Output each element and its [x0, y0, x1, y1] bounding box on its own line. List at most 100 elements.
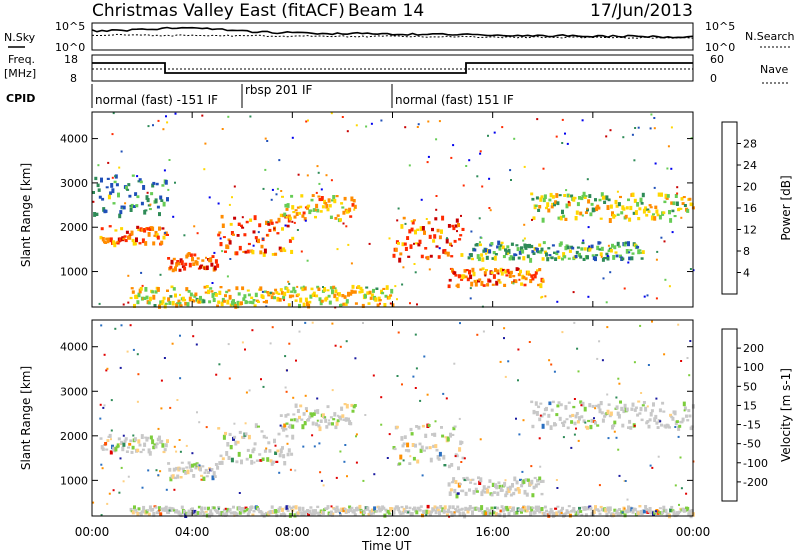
data-cell — [219, 242, 223, 247]
data-cell — [301, 506, 305, 512]
data-cell — [214, 293, 218, 297]
data-cell — [576, 202, 580, 207]
sparse-cell — [538, 437, 541, 440]
data-cell — [333, 507, 337, 511]
y-tick-label: 3000 — [60, 385, 88, 398]
data-cell — [232, 299, 235, 304]
data-cell — [598, 408, 602, 414]
data-cell — [93, 212, 97, 217]
data-cell — [172, 257, 176, 261]
sparse-cell — [157, 119, 160, 122]
data-cell — [517, 489, 521, 494]
sparse-cell — [359, 511, 362, 514]
sparse-cell — [493, 131, 496, 134]
sparse-cell — [112, 489, 115, 492]
data-cell — [187, 290, 191, 293]
data-cell — [402, 442, 406, 446]
data-cell — [217, 300, 221, 304]
data-cell — [537, 483, 541, 486]
sparse-cell — [401, 383, 403, 386]
data-cell — [335, 195, 339, 198]
data-cell — [545, 252, 548, 257]
data-cell — [420, 254, 424, 259]
data-cell — [690, 425, 694, 428]
data-cell — [542, 511, 546, 516]
data-cell — [304, 297, 308, 302]
data-cell — [482, 249, 486, 253]
data-cell — [509, 255, 513, 260]
data-cell — [444, 436, 448, 439]
data-cell — [601, 257, 605, 262]
sparse-cell — [628, 251, 631, 254]
colorbar-tick-label: 12 — [743, 224, 757, 237]
data-cell — [372, 288, 375, 293]
data-cell — [606, 255, 610, 261]
data-cell — [260, 430, 264, 433]
sparse-cell — [446, 237, 448, 240]
y-tick-label: 4000 — [60, 133, 88, 146]
data-cell — [282, 295, 286, 300]
sparse-cell — [513, 137, 516, 140]
data-cell — [559, 241, 563, 246]
sparse-cell — [573, 398, 576, 400]
sparse-cell — [649, 464, 652, 467]
sparse-cell — [119, 366, 122, 369]
data-cell — [451, 224, 455, 228]
data-cell — [243, 510, 247, 513]
data-cell — [122, 442, 126, 447]
sparse-cell — [435, 138, 438, 141]
data-cell — [493, 506, 497, 509]
data-cell — [375, 510, 379, 513]
data-cell — [251, 513, 255, 516]
sparse-cell — [460, 461, 463, 463]
data-cell — [668, 210, 671, 215]
sparse-cell — [414, 271, 417, 274]
data-cell — [573, 196, 577, 200]
data-cell — [622, 207, 626, 211]
data-cell — [274, 288, 278, 292]
data-cell — [432, 508, 436, 512]
data-cell — [135, 204, 139, 208]
data-cell — [271, 253, 275, 256]
data-cell — [174, 266, 177, 272]
data-cell — [606, 205, 610, 210]
data-cell — [138, 178, 142, 182]
x-tick-label: 00:00 — [676, 525, 711, 539]
sparse-cell — [163, 169, 166, 172]
data-cell — [151, 508, 155, 512]
data-cell — [252, 510, 256, 513]
sparse-cell — [278, 471, 281, 474]
data-cell — [202, 299, 206, 304]
data-cell — [589, 424, 593, 430]
data-cell — [457, 223, 460, 228]
data-cell — [119, 237, 122, 242]
sparse-cell — [566, 142, 569, 145]
data-cell — [230, 231, 234, 236]
data-cell — [435, 245, 439, 248]
sparse-cell — [271, 188, 274, 191]
sparse-cell — [241, 341, 244, 344]
sparse-cell — [487, 134, 489, 137]
data-cell — [110, 183, 114, 188]
data-cell — [500, 271, 504, 276]
data-cell — [347, 417, 350, 421]
data-cell — [275, 221, 279, 224]
data-cell — [628, 419, 632, 424]
data-cell — [122, 205, 126, 210]
data-cell — [453, 425, 457, 428]
data-cell — [331, 289, 334, 295]
data-cell — [166, 233, 169, 236]
data-cell — [604, 256, 608, 260]
data-cell — [406, 442, 410, 448]
sparse-cell — [354, 357, 357, 360]
data-cell — [214, 463, 218, 466]
data-cell — [201, 465, 205, 468]
sparse-cell — [453, 362, 456, 365]
sparse-cell — [634, 127, 637, 129]
data-cell — [401, 510, 405, 515]
data-cell — [412, 219, 416, 222]
data-cell — [332, 418, 336, 421]
sparse-cell — [677, 323, 680, 326]
data-cell — [269, 219, 273, 224]
sparse-cell — [484, 252, 487, 255]
